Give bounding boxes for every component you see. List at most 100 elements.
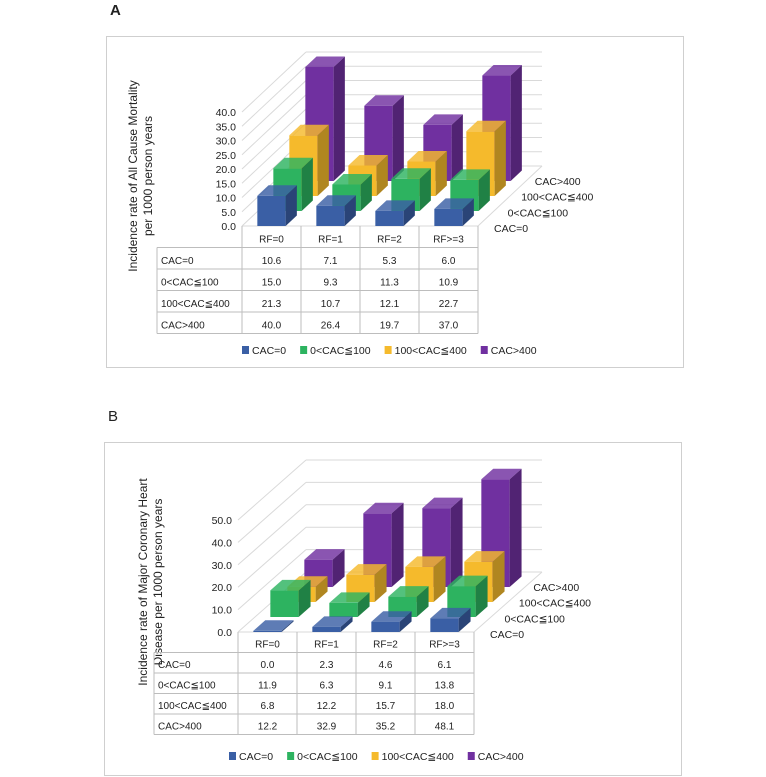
chart-a-legend-swatch xyxy=(480,346,488,354)
chart-a-depth-label: CAC>400 xyxy=(535,176,581,188)
chart-b-y-axis-title: Disease per 1000 person years xyxy=(151,499,165,666)
chart-b-category-label: RF=1 xyxy=(314,640,339,651)
chart-b-bar-side xyxy=(357,592,370,617)
chart-a-bar-0-0 xyxy=(257,185,297,226)
chart-b-category-label: RF=2 xyxy=(373,640,398,651)
chart-a-legend-swatch xyxy=(300,346,308,354)
panel-label-b: B xyxy=(108,408,119,425)
chart-b-y-tick-label: 10.0 xyxy=(212,605,233,617)
chart-b-bar-0-0 xyxy=(253,620,294,632)
chart-a-category-label: RF>=3 xyxy=(433,235,464,246)
chart-a-legend-label: 100<CAC≦400 xyxy=(395,345,467,357)
chart-a-bar-top xyxy=(257,185,297,196)
chart-a-category-label: RF=2 xyxy=(377,235,402,246)
chart-a-table-row-label: CAC>400 xyxy=(161,321,205,332)
chart-b-bar-side xyxy=(298,579,311,617)
chart-b-y-tick-label: 40.0 xyxy=(212,537,233,549)
chart-b-bar-top xyxy=(371,611,412,622)
chart-b-bar-top xyxy=(464,551,505,562)
chart-b-bar-front xyxy=(430,618,459,632)
chart-a-data-label: 10.7 xyxy=(321,299,341,310)
chart-b-data-label: 35.2 xyxy=(376,722,396,733)
chart-b-bar-0-3 xyxy=(430,607,471,632)
chart-a-bar-top xyxy=(332,173,372,185)
chart-a-bar-top xyxy=(450,169,490,180)
chart-b-bar-side xyxy=(450,497,463,587)
chart-a-bar-top xyxy=(375,200,415,211)
chart-a-data-label: 12.1 xyxy=(380,299,400,310)
chart-a-data-label: 9.3 xyxy=(324,278,338,289)
chart-a-y-tick-label: 10.0 xyxy=(216,193,237,205)
chart-b-legend-label: CAC>400 xyxy=(478,751,524,763)
chart-b-y-tick-label: 30.0 xyxy=(212,560,233,572)
chart-b-bar-2-1 xyxy=(346,564,387,602)
chart-b-y-tick-label: 20.0 xyxy=(212,582,233,594)
chart-a-table-row-label: 100<CAC≦400 xyxy=(161,299,230,310)
chart-b-bar-top xyxy=(405,556,446,567)
chart-b-bar-front xyxy=(253,630,282,632)
chart-a-y-tick-label: 25.0 xyxy=(216,150,237,162)
chart-a-bar-front xyxy=(434,208,463,226)
chart-a-y-axis-title: per 1000 person years xyxy=(141,116,155,236)
chart-a-bar-top xyxy=(482,65,522,76)
chart-a-bar-0-3 xyxy=(434,198,474,226)
chart-b-data-label: 15.7 xyxy=(376,701,396,712)
chart-a-y-tick-label: 20.0 xyxy=(216,164,237,176)
chart-b-table-row-label: 0<CAC≦100 xyxy=(158,681,216,692)
chart-a-depth-label: CAC=0 xyxy=(494,223,528,235)
chart-b-bar-top xyxy=(312,616,353,627)
chart-a-bar-top xyxy=(273,157,313,169)
chart-a-bar-top xyxy=(407,151,447,162)
chart-b-bar-top xyxy=(388,586,429,597)
chart-a-bar-0-2 xyxy=(375,200,415,226)
chart-a-bar-side xyxy=(462,198,474,226)
chart-b-data-label: 9.1 xyxy=(379,681,393,692)
chart-a-y-tick-label: 15.0 xyxy=(216,178,237,190)
chart-a-category-label: RF=1 xyxy=(318,235,343,246)
chart-b-bar-side xyxy=(340,616,353,632)
chart-b-bar-top xyxy=(329,592,370,603)
chart-a-side-gridline xyxy=(241,108,307,170)
chart-a-legend-swatch xyxy=(384,346,392,354)
chart-b-bar-top xyxy=(253,620,294,631)
chart-b-data-label: 11.9 xyxy=(258,681,277,692)
chart-a-legend-label: CAC=0 xyxy=(252,345,286,357)
chart-b-data-label: 0.0 xyxy=(261,660,275,671)
chart-b-bar-side xyxy=(509,468,522,587)
chart-b-depth-label: 100<CAC≦400 xyxy=(519,598,591,610)
chart-b-bar-side xyxy=(458,607,471,632)
chart-a-bar-top xyxy=(434,198,474,209)
chart-b-bar-top xyxy=(481,468,522,480)
chart-b-legend-swatch xyxy=(287,752,295,760)
chart-b-bar-top xyxy=(304,549,345,560)
chart-a-data-label: 7.1 xyxy=(324,256,338,267)
chart-b-bar-front xyxy=(312,626,341,632)
chart-b-data-label: 13.8 xyxy=(435,681,455,692)
chart-b-data-label: 4.6 xyxy=(379,660,393,671)
chart-b-bar-top xyxy=(422,497,463,509)
chart-a-table-row-label: CAC=0 xyxy=(161,256,194,267)
chart-a-bar-side xyxy=(317,124,329,196)
chart-b-depth-label: CAC>400 xyxy=(533,582,579,594)
chart-a-bar-top xyxy=(423,114,463,125)
chart-a-y-tick-label: 40.0 xyxy=(216,107,237,119)
chart-b-side-gridline xyxy=(237,526,307,588)
chart-b-legend-label: CAC=0 xyxy=(239,751,273,763)
chart-b-bar-1-0 xyxy=(270,579,311,617)
chart-a-legend-label: 0<CAC≦100 xyxy=(310,345,371,357)
chart-b-bar-0-2 xyxy=(371,611,412,632)
chart-b-bar-side xyxy=(475,575,488,617)
chart-a-data-label: 22.7 xyxy=(439,299,459,310)
chart-b-table-row-label: CAC=0 xyxy=(158,660,191,671)
chart-b-bar-side xyxy=(391,502,404,587)
chart-b-bar-top xyxy=(270,579,311,591)
chart-b-data-label: 12.2 xyxy=(317,701,337,712)
chart-a-bar-top xyxy=(391,168,431,179)
chart-a-data-label: 26.4 xyxy=(321,321,341,332)
chart-a-bar-side xyxy=(419,168,431,211)
chart-b-category-label: RF=0 xyxy=(255,640,280,651)
chart-b-legend-swatch xyxy=(229,752,236,760)
chart-a-data-label: 19.7 xyxy=(380,321,400,332)
chart-a-y-tick-label: 35.0 xyxy=(216,121,237,133)
